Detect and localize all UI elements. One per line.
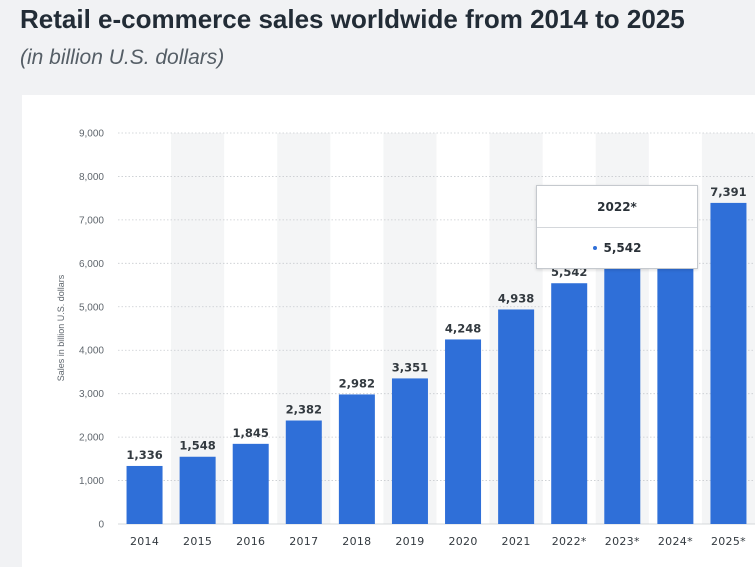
bar-2018[interactable] bbox=[338, 394, 375, 524]
y-tick-label: 4,000 bbox=[79, 346, 104, 357]
bar-2021[interactable] bbox=[498, 309, 535, 524]
x-tick-label: 2025* bbox=[711, 535, 746, 548]
y-tick-label: 2,000 bbox=[79, 433, 104, 444]
x-tick-label: 2018 bbox=[342, 535, 371, 548]
y-tick-label: 3,000 bbox=[79, 389, 104, 400]
data-label: 4,248 bbox=[445, 321, 481, 335]
x-tick-label: 2019 bbox=[395, 535, 424, 548]
bar-2016[interactable] bbox=[232, 443, 269, 524]
x-tick-label: 2014 bbox=[130, 535, 159, 548]
x-tick-label: 2022* bbox=[552, 535, 587, 548]
hover-tooltip: 2022* 5,542 bbox=[536, 185, 698, 269]
x-tick-label: 2024* bbox=[658, 535, 693, 548]
y-tick-label: 1,000 bbox=[79, 476, 104, 487]
y-axis-ticks: 0 1,000 2,000 3,000 4,000 5,000 6,000 7,000 8,00… bbox=[79, 129, 104, 531]
bar-2019[interactable] bbox=[391, 378, 428, 524]
bar-2023-forecast[interactable] bbox=[604, 255, 641, 524]
x-axis-ticks: 2014 2015 2016 2017 2018 2019 2020 2021 2022* 202… bbox=[130, 535, 746, 548]
tooltip-category: 2022* bbox=[537, 186, 697, 228]
x-tick-label: 2017 bbox=[289, 535, 318, 548]
data-label: 1,548 bbox=[179, 439, 215, 453]
chart-subtitle: (in billion U.S. dollars) bbox=[20, 46, 225, 69]
data-label: 2,982 bbox=[339, 376, 375, 390]
series-dot-icon bbox=[592, 246, 597, 250]
data-label: 3,351 bbox=[392, 360, 428, 374]
bar-2025-forecast[interactable] bbox=[710, 202, 747, 525]
x-tick-label: 2020 bbox=[448, 535, 477, 548]
data-label: 1,336 bbox=[126, 448, 162, 462]
bar-2014[interactable] bbox=[126, 465, 163, 524]
bar-2017[interactable] bbox=[285, 420, 322, 524]
x-tick-label: 2016 bbox=[236, 535, 265, 548]
bars bbox=[126, 202, 747, 525]
y-tick-label: 9,000 bbox=[79, 129, 104, 140]
data-label: 7,391 bbox=[710, 185, 746, 199]
data-label: 2,382 bbox=[286, 403, 322, 417]
y-tick-label: 8,000 bbox=[79, 172, 104, 183]
y-tick-label: 5,000 bbox=[79, 302, 104, 313]
bar-2015[interactable] bbox=[179, 456, 216, 524]
tooltip-value: 5,542 bbox=[603, 241, 642, 255]
bar-2024-forecast[interactable] bbox=[657, 228, 694, 525]
y-axis-label: Sales in billion U.S. dollars bbox=[56, 274, 66, 381]
x-tick-label: 2015 bbox=[183, 535, 212, 548]
bar-chart: 0 1,000 2,000 3,000 4,000 5,000 6,000 7,000 8,00… bbox=[56, 129, 755, 548]
chart-card: 0 1,000 2,000 3,000 4,000 5,000 6,000 7,000 8,00… bbox=[22, 95, 755, 567]
y-tick-label: 6,000 bbox=[79, 259, 104, 270]
data-label: 1,845 bbox=[233, 426, 269, 440]
bar-2022-forecast[interactable] bbox=[551, 283, 588, 524]
gridlines bbox=[118, 132, 755, 525]
y-tick-label: 0 bbox=[98, 520, 104, 531]
x-tick-label: 2021 bbox=[502, 535, 531, 548]
data-label: 4,938 bbox=[498, 291, 534, 305]
data-labels: 1,336 1,548 1,845 2,382 2,982 3,351 4,248 4,938… bbox=[126, 185, 746, 462]
tooltip-value-row: 5,542 bbox=[537, 228, 697, 268]
x-tick-label: 2023* bbox=[605, 535, 640, 548]
chart-title: Retail e-commerce sales worldwide from 2… bbox=[20, 4, 685, 34]
y-tick-label: 7,000 bbox=[79, 215, 104, 226]
bar-2020[interactable] bbox=[445, 339, 482, 524]
